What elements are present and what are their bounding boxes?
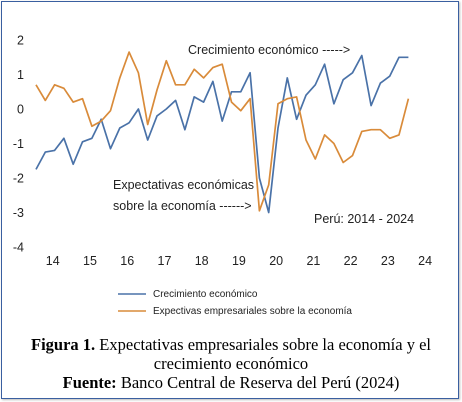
caption-source-text: Banco Central de Reserva del Perú (2024) [116, 373, 400, 392]
x-tick-label: 24 [418, 254, 432, 268]
x-tick-label: 21 [306, 254, 320, 268]
annotation-expectations-line1: Expectativas económicas [113, 178, 254, 192]
caption-source-label: Fuente: [62, 373, 117, 392]
y-tick-label: -4 [13, 241, 24, 255]
x-tick-label: 14 [46, 254, 60, 268]
series-line-expectations [35, 51, 410, 212]
series-line-growth [35, 54, 409, 214]
y-tick-label: -2 [13, 172, 24, 186]
caption-label: Figura 1. [31, 335, 96, 354]
y-tick-label: -1 [13, 137, 24, 151]
figure-caption: Figura 1. Expectativas empresariales sob… [0, 335, 462, 392]
x-tick-label: 20 [269, 254, 283, 268]
y-tick-label: 0 [17, 103, 24, 117]
legend-label-expectations: Expectivas empresariales sobre la econom… [153, 306, 352, 317]
x-tick-label: 15 [83, 254, 97, 268]
annotation-period: Perú: 2014 - 2024 [314, 212, 414, 226]
chart: 210-1-2-3-4 14 15 16 17 18 19 20 21 22 23 24 Creci… [13, 34, 432, 318]
x-tick-label: 17 [158, 254, 172, 268]
x-axis-ticks: 14 15 16 17 18 19 20 21 22 23 24 [46, 254, 432, 268]
caption-text: Expectativas empresariales sobre la econ… [95, 335, 431, 373]
legend-label-growth: Crecimiento económico [153, 289, 258, 300]
y-tick-label: 1 [17, 68, 24, 82]
caption-title: Figura 1. Expectativas empresariales sob… [0, 335, 462, 373]
annotation-expectations-line2: sobre la economía ------> [113, 199, 252, 213]
x-tick-label: 23 [381, 254, 395, 268]
annotation-growth: Crecimiento económico -----> [188, 43, 350, 57]
x-tick-label: 16 [120, 254, 134, 268]
series-lines [35, 51, 410, 214]
x-tick-label: 22 [344, 254, 358, 268]
x-tick-label: 18 [195, 254, 209, 268]
y-tick-label: -3 [13, 206, 24, 220]
y-axis-ticks: 2 1 0 -1 -2 -3 -4 [13, 34, 24, 255]
x-tick-label: 19 [232, 254, 246, 268]
caption-source: Fuente: Banco Central de Reserva del Per… [0, 373, 462, 392]
legend: Crecimiento económico Expectivas empresa… [118, 289, 352, 317]
y-tick-label: 2 [17, 34, 24, 48]
